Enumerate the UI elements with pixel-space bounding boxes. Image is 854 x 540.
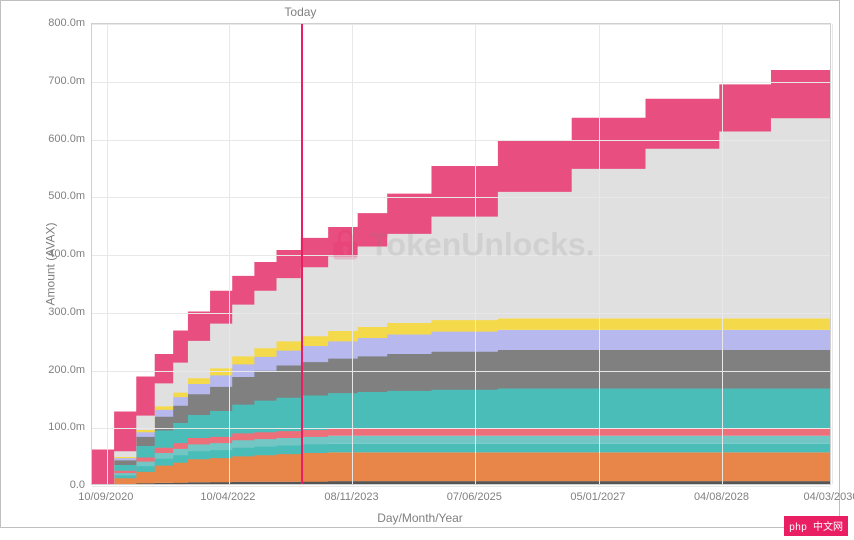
y-axis-label: Amount (AVAX) <box>43 223 57 306</box>
today-marker-line <box>301 24 303 484</box>
today-label: Today <box>284 5 316 19</box>
x-tick-label: 05/01/2027 <box>570 491 625 503</box>
x-tick-label: 04/08/2028 <box>694 491 749 503</box>
x-tick-label: 08/11/2023 <box>324 491 378 503</box>
y-tick-label: 200.0m <box>25 364 85 376</box>
y-tick-label: 100.0m <box>25 421 85 433</box>
y-tick-label: 400.0m <box>25 248 85 260</box>
gridline-v <box>107 24 108 484</box>
y-tick-label: 0.0 <box>25 479 85 491</box>
gridline-v <box>599 24 600 484</box>
x-tick-label: 07/06/2025 <box>447 491 502 503</box>
lock-icon <box>327 227 363 263</box>
chart-container: Amount (AVAX) Day/Month/Year TokenUnlock… <box>0 0 840 528</box>
y-tick-label: 300.0m <box>25 306 85 318</box>
watermark-text: TokenUnlocks. <box>369 226 594 263</box>
gridline-h <box>92 197 830 198</box>
x-axis-label: Day/Month/Year <box>377 511 463 525</box>
gridline-v <box>229 24 230 484</box>
y-tick-label: 600.0m <box>25 133 85 145</box>
y-tick-label: 700.0m <box>25 75 85 87</box>
watermark: TokenUnlocks. <box>327 226 594 263</box>
gridline-h <box>92 428 830 429</box>
source-badge: php 中文网 <box>784 516 848 536</box>
x-tick-label: 10/04/2022 <box>200 491 255 503</box>
gridline-h <box>92 24 830 25</box>
gridline-v <box>722 24 723 484</box>
x-tick-label: 10/09/2020 <box>78 491 133 503</box>
plot-area: TokenUnlocks. <box>91 23 831 485</box>
gridline-h <box>92 486 830 487</box>
gridline-h <box>92 82 830 83</box>
y-tick-label: 500.0m <box>25 190 85 202</box>
gridline-h <box>92 313 830 314</box>
gridline-h <box>92 140 830 141</box>
gridline-h <box>92 371 830 372</box>
gridline-v <box>832 24 833 484</box>
x-tick-label: 04/03/2030 <box>803 491 854 503</box>
y-tick-label: 800.0m <box>25 17 85 29</box>
